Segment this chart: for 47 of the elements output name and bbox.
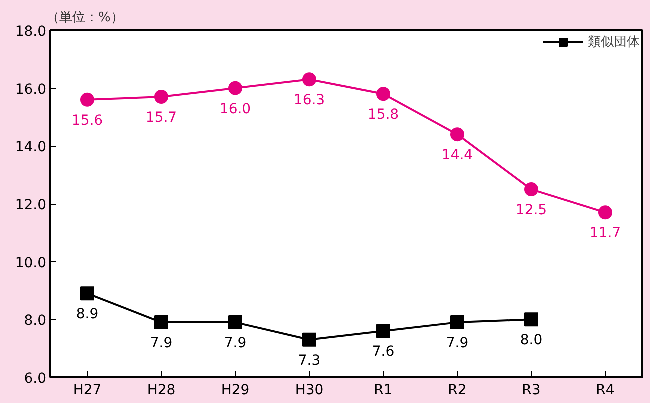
point: [154, 90, 168, 104]
point: [598, 206, 612, 220]
y-tick-label: 12.0: [15, 198, 46, 214]
point: [228, 81, 242, 96]
data-label: 8.0: [520, 332, 543, 349]
x-tick-label: R3: [522, 382, 541, 398]
data-label: 7.6: [372, 344, 395, 360]
point: [80, 286, 94, 301]
point: [302, 332, 316, 347]
x-tick-label: R2: [448, 382, 467, 398]
point: [154, 316, 168, 330]
x-tick-label: H29: [221, 382, 250, 398]
data-label: 14.4: [442, 148, 474, 164]
y-tick-label: 10.0: [15, 255, 46, 272]
point: [228, 316, 242, 330]
data-label: 11.7: [590, 226, 622, 242]
point: [376, 87, 390, 102]
point: [524, 312, 538, 327]
data-label: 12.5: [516, 202, 548, 219]
point: [302, 72, 316, 87]
data-label: 16.3: [294, 92, 326, 109]
data-label: 15.6: [72, 112, 104, 129]
x-tick-label: H27: [73, 382, 102, 398]
x-tick-label: H28: [147, 382, 176, 398]
data-label: 7.9: [446, 336, 469, 352]
y-tick-label: 14.0: [15, 140, 46, 156]
x-tick-label: H30: [295, 382, 324, 398]
data-label: 16.0: [220, 101, 252, 118]
data-label: 8.9: [76, 306, 99, 323]
data-label: 15.7: [146, 110, 178, 126]
data-label: 15.8: [368, 107, 400, 124]
y-tick-label: 18.0: [15, 24, 46, 40]
data-label: 7.3: [298, 352, 321, 369]
legend-label: 類似団体: [588, 34, 640, 51]
point: [450, 128, 464, 142]
y-axis-title: （単位：%）: [46, 10, 124, 26]
y-tick-label: 16.0: [15, 82, 46, 98]
y-tick-label: 8.0: [24, 313, 46, 330]
x-tick-label: R1: [374, 382, 393, 398]
data-label: 7.9: [224, 336, 247, 352]
point: [80, 92, 94, 107]
y-tick-label: 6.0: [24, 371, 46, 387]
data-label: 7.9: [150, 336, 173, 352]
point: [450, 316, 464, 330]
point: [524, 182, 538, 197]
point: [376, 324, 390, 338]
x-tick-label: R4: [596, 382, 615, 398]
